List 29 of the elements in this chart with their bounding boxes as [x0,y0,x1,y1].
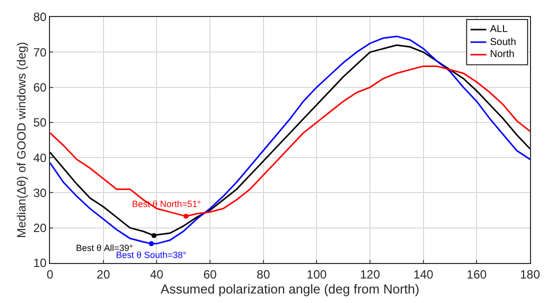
y-tick-label: 30 [33,186,47,200]
y-axis-title: Median(Δθ) of GOOD windows (deg) [14,42,29,238]
x-tick-label: 60 [203,267,217,282]
y-tick-label: 10 [33,256,47,270]
x-tick-label: 80 [256,267,270,282]
y-tick-label: 20 [33,221,47,236]
y-tick-label: 40 [33,150,47,165]
point [148,241,154,246]
point [184,214,188,219]
x-tick-label: 40 [150,267,164,282]
x-tick-label: 160 [466,267,487,282]
y-tick-label: 60 [33,80,47,94]
line-series [50,65,530,218]
x-tick-label: 20 [96,267,110,282]
x-tick-label: 0 [46,267,54,282]
x-axis-title: Assumed polarization angle (deg from North) [160,281,420,296]
annotation: Best θ All=39° [76,243,134,253]
annotation: Best θ South=38° [116,250,187,260]
legend-label: North [490,49,514,60]
legend-label: South [490,37,516,48]
point [152,233,156,238]
x-tick-label: 140 [413,267,434,282]
y-tick-label: 80 [33,10,47,24]
x-tick-label: 120 [360,267,380,282]
x-tick-label: 180 [520,267,540,282]
y-tick-label: 70 [33,45,47,60]
x-tick-label: 100 [306,267,327,282]
legend-label: ALL [490,24,508,35]
y-tick-label: 50 [33,116,47,130]
